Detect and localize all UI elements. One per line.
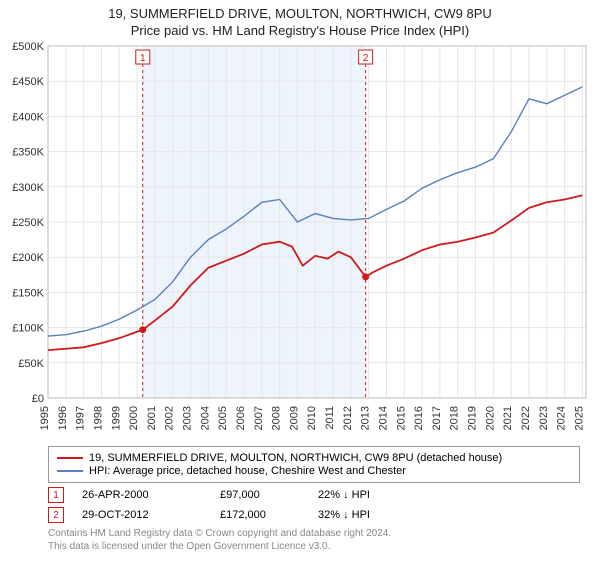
chart-area: £0 £50K £100K £150K £200K £250K £300K £350K £400…: [0, 40, 600, 440]
svg-text:2011: 2011: [324, 406, 336, 430]
svg-text:2015: 2015: [395, 406, 407, 430]
svg-text:2016: 2016: [413, 406, 425, 430]
marker-pct: 32% ↓ HPI: [318, 509, 398, 521]
legend-label: HPI: Average price, detached house, Ches…: [89, 465, 406, 477]
svg-text:£250K: £250K: [12, 217, 44, 229]
svg-text:2006: 2006: [235, 406, 247, 430]
marker-badge: 1: [48, 487, 64, 503]
marker-table: 1 26-APR-2000 £97,000 22% ↓ HPI 2 29-OCT…: [48, 487, 580, 523]
svg-text:1: 1: [140, 53, 146, 64]
title-address: 19, SUMMERFIELD DRIVE, MOULTON, NORTHWIC…: [0, 6, 600, 21]
svg-text:£350K: £350K: [12, 147, 44, 159]
marker-row: 1 26-APR-2000 £97,000 22% ↓ HPI: [48, 487, 580, 503]
attribution: Contains HM Land Registry data © Crown c…: [48, 527, 580, 553]
svg-text:2001: 2001: [146, 406, 158, 430]
svg-text:2: 2: [363, 53, 369, 64]
attribution-line: This data is licensed under the Open Gov…: [48, 540, 580, 553]
svg-text:£150K: £150K: [12, 287, 44, 299]
svg-text:£450K: £450K: [12, 76, 44, 88]
attribution-line: Contains HM Land Registry data © Crown c…: [48, 527, 580, 540]
chart-svg: £0 £50K £100K £150K £200K £250K £300K £350K £400…: [0, 40, 600, 440]
svg-text:2010: 2010: [306, 406, 318, 430]
marker-date: 29-OCT-2012: [82, 509, 202, 521]
svg-text:£50K: £50K: [18, 358, 44, 370]
marker-date: 26-APR-2000: [82, 489, 202, 501]
legend-swatch: [57, 470, 83, 472]
svg-text:1997: 1997: [75, 406, 87, 430]
marker-price: £97,000: [220, 489, 300, 501]
svg-text:£500K: £500K: [12, 41, 44, 53]
legend-swatch: [57, 457, 83, 459]
svg-text:£0: £0: [32, 393, 44, 405]
svg-text:2017: 2017: [431, 406, 443, 430]
svg-text:£200K: £200K: [12, 252, 44, 264]
svg-text:1999: 1999: [110, 406, 122, 430]
marker-badge: 2: [48, 507, 64, 523]
svg-text:2023: 2023: [538, 406, 550, 430]
svg-text:2024: 2024: [556, 406, 568, 430]
svg-text:2000: 2000: [128, 406, 140, 430]
svg-text:2007: 2007: [253, 406, 265, 430]
svg-text:2013: 2013: [360, 406, 372, 430]
chart-titles: 19, SUMMERFIELD DRIVE, MOULTON, NORTHWIC…: [0, 0, 600, 40]
legend-item: 19, SUMMERFIELD DRIVE, MOULTON, NORTHWIC…: [57, 452, 571, 464]
svg-text:2020: 2020: [484, 406, 496, 430]
svg-text:2005: 2005: [217, 406, 229, 430]
svg-text:2012: 2012: [342, 406, 354, 430]
svg-text:2002: 2002: [164, 406, 176, 430]
svg-text:2022: 2022: [520, 406, 532, 430]
legend-label: 19, SUMMERFIELD DRIVE, MOULTON, NORTHWIC…: [89, 452, 502, 464]
svg-text:2025: 2025: [573, 406, 585, 430]
svg-text:1998: 1998: [92, 406, 104, 430]
svg-text:2018: 2018: [449, 406, 461, 430]
svg-text:2003: 2003: [182, 406, 194, 430]
svg-text:2021: 2021: [502, 406, 514, 430]
svg-text:2019: 2019: [467, 406, 479, 430]
svg-text:2008: 2008: [271, 406, 283, 430]
svg-text:2014: 2014: [377, 406, 389, 430]
svg-text:£400K: £400K: [12, 111, 44, 123]
legend: 19, SUMMERFIELD DRIVE, MOULTON, NORTHWIC…: [48, 446, 580, 483]
marker-price: £172,000: [220, 509, 300, 521]
marker-pct: 22% ↓ HPI: [318, 489, 398, 501]
svg-text:2009: 2009: [288, 406, 300, 430]
svg-text:£300K: £300K: [12, 182, 44, 194]
svg-text:2004: 2004: [199, 406, 211, 430]
svg-text:1995: 1995: [39, 406, 51, 430]
svg-text:£100K: £100K: [12, 323, 44, 335]
title-subtitle: Price paid vs. HM Land Registry's House …: [0, 23, 600, 38]
legend-item: HPI: Average price, detached house, Ches…: [57, 465, 571, 477]
marker-row: 2 29-OCT-2012 £172,000 32% ↓ HPI: [48, 507, 580, 523]
svg-text:1996: 1996: [57, 406, 69, 430]
